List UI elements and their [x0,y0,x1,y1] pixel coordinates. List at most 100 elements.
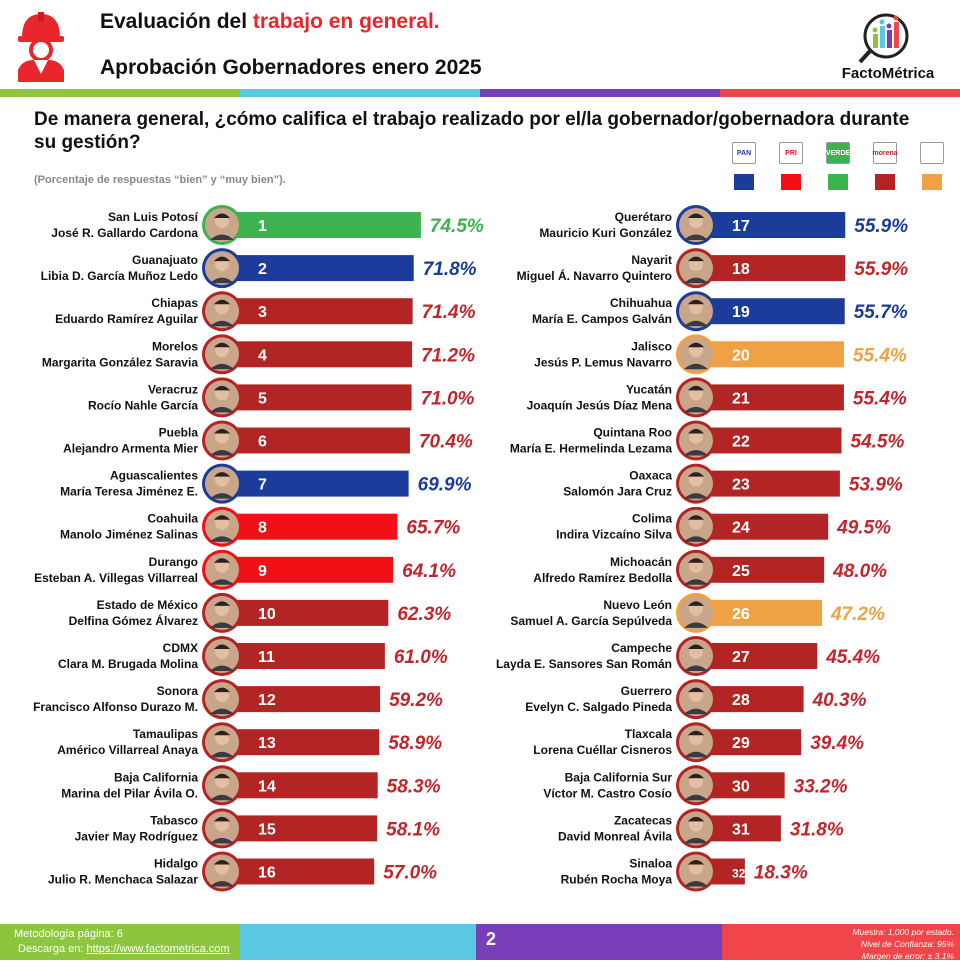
page-subtitle: Aprobación Gobernadores enero 2025 [100,56,482,79]
chart-row: Hidalgo Julio R. Menchaca Salazar 16 57.0% [48,851,437,892]
chart-row: Chiapas Eduardo Ramírez Aguilar 3 71.4% [55,291,476,332]
bar [222,772,378,799]
governor-label: Margarita González Saravia [42,355,198,369]
state-label: Chiapas [151,296,198,310]
avatar-shoulders [210,234,234,240]
pri-logo-icon: PRI [779,142,803,164]
bar [222,858,375,885]
governor-label: David Monreal Ávila [558,828,672,843]
avatar-hair [214,687,230,693]
chart-row: Baja California Sur Víctor M. Castro Cosí… [543,765,848,806]
value-label: 55.9% [854,259,908,280]
value-label: 58.1% [386,819,440,840]
download-link[interactable]: https://www.factometrica.com [86,943,230,955]
rank-label: 24 [732,520,750,537]
value-label: 71.4% [422,302,476,323]
morena-logo-icon: morena [872,142,898,164]
margin-note: Margen de error: ± 3.1% [861,951,954,961]
value-label: 55.4% [853,345,907,366]
avatar-shoulders [210,450,234,456]
value-label: 69.9% [418,475,472,496]
chart-row: Tlaxcala Lorena Cuéllar Cisneros 29 39.4% [533,722,864,763]
value-label: 71.8% [423,259,477,280]
state-label: Colima [632,512,672,526]
value-label: 31.8% [790,819,844,840]
governor-label: Américo Villarreal Anaya [57,743,198,757]
value-label: 53.9% [849,475,903,496]
avatar-hair [214,558,230,563]
avatar-hair [688,429,704,434]
chart-row: Tabasco Javier May Rodríguez 15 58.1% [75,808,440,849]
title-prefix: Evaluación del [100,10,253,33]
avatar-hair [214,472,230,477]
state-label: Veracruz [148,382,198,396]
avatar-shoulders [210,622,234,628]
legend-item-pan: PAN [732,142,756,190]
avatar-hair [688,213,704,218]
pvem-logo-icon: VERDE [826,142,850,164]
bar [222,513,398,540]
bar [696,513,829,540]
avatar-hair [688,472,704,477]
state-label: San Luis Potosí [108,210,199,224]
chart-row: Sonora Francisco Alfonso Durazo M. 12 59.2% [33,679,443,720]
rank-label: 6 [258,434,267,451]
chart-row: Durango Esteban A. Villegas Villarreal 9 64… [34,549,456,590]
bar [222,255,414,282]
state-label: Sonora [157,684,199,698]
state-label: Puebla [159,426,199,440]
rank-label: 8 [258,520,267,537]
bar [222,341,413,368]
avatar-shoulders [210,837,234,844]
governor-label: Alejandro Armenta Mier [63,442,198,456]
brand-logo: FactoMétrica [826,10,950,90]
avatar-shoulders [210,406,234,413]
value-label: 61.0% [394,647,448,668]
rank-label: 27 [732,649,750,666]
footer-band-green [0,924,240,960]
avatar-hair [688,385,704,391]
governor-label: Rocío Nahle García [88,398,198,412]
avatar-hair [688,342,704,348]
value-label: 18.3% [754,863,808,884]
governor-label: Julio R. Menchaca Salazar [48,873,198,887]
chart-row: Tamaulipas Américo Villarreal Anaya 13 58.9… [57,722,442,763]
approval-bar-chart: San Luis Potosí José R. Gallardo Cardona 1… [33,205,908,892]
state-label: Tabasco [150,813,198,827]
governor-label: Marina del Pilar Ávila O. [61,785,198,800]
chart-row: Campeche Layda E. Sansores San Román 27 45.… [496,636,880,676]
legend-swatch-pri [781,174,801,190]
chart-row: Oaxaca Salomón Jara Cruz 23 53.9% [563,463,903,504]
mc-logo-icon [920,142,944,164]
avatar-shoulders [210,794,234,801]
rank-label: 31 [732,821,750,838]
footer: Metodología página: 6 Descarga en: https… [0,924,960,961]
bar [696,298,845,325]
avatar-shoulders [210,881,234,887]
value-label: 48.0% [832,561,887,582]
avatar-shoulders [684,536,708,542]
avatar-hair [214,256,230,262]
avatar-shoulders [210,493,234,499]
governor-label: Joaquín Jesús Díaz Mena [527,398,673,412]
rank-label: 2 [258,261,267,278]
governor-label: Alfredo Ramírez Bedolla [533,571,672,585]
bar [696,599,823,626]
bar [222,212,421,238]
chart-row: Puebla Alejandro Armenta Mier 6 70.4% [63,420,473,461]
avatar-shoulders [684,363,708,370]
avatar-hair [214,299,230,305]
rank-label: 18 [732,261,750,278]
rank-label: 5 [258,390,267,407]
state-label: Zacatecas [614,813,672,827]
legend-swatch-pan [734,174,754,190]
rank-label: 25 [732,563,750,580]
governor-label: Libia D. García Muñoz Ledo [41,269,198,283]
value-label: 74.5% [430,216,484,237]
chart-row: Aguascalientes María Teresa Jiménez E. 7 69… [60,463,472,504]
avatar-hair [214,773,230,779]
color-band-segment [240,89,480,97]
governor-label: Layda E. Sansores San Román [496,657,672,671]
state-label: Michoacán [610,555,672,569]
bar [696,470,840,497]
